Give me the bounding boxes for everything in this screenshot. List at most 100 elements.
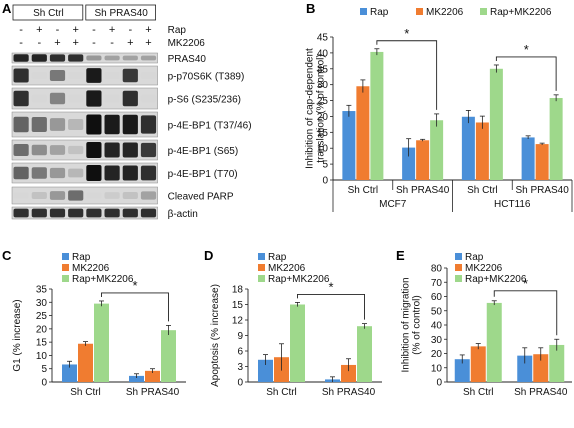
- x-category-label: Sh Ctrl: [266, 387, 297, 398]
- significance-bracket: [297, 293, 365, 320]
- blot-band: [140, 71, 157, 80]
- bar-rap-mk2206: [161, 330, 176, 382]
- y-axis-label-line: (% of control): [412, 295, 423, 354]
- treatment-sign: +: [127, 37, 133, 49]
- bar-rap: [402, 147, 416, 180]
- treatment-sign: -: [110, 37, 114, 49]
- blot-band: [49, 118, 66, 131]
- blot-band: [13, 116, 29, 133]
- y-tick-label: 0: [41, 378, 47, 389]
- blot-label: PRAS40: [168, 54, 207, 65]
- blot-label: p-4E-BP1 (S65): [168, 146, 239, 157]
- y-tick-label: 18: [232, 285, 244, 296]
- blot-strip-background: [11, 206, 158, 220]
- blot-band: [122, 191, 138, 200]
- y-tick-label: 0: [436, 378, 442, 389]
- x-category-label: Sh Ctrl: [70, 387, 101, 398]
- y-tick-label: 3: [237, 362, 243, 373]
- blot-band: [86, 90, 102, 107]
- x-category-label: Sh PRAS40: [126, 387, 180, 398]
- legend-swatch-rap: [62, 253, 69, 260]
- y-tick-label: 70: [431, 278, 443, 289]
- bar-rap-mk2206: [290, 304, 305, 382]
- blot-band: [13, 54, 29, 62]
- y-axis-label: Inhibition of cap-dependenttranslation (…: [305, 48, 327, 169]
- treatment-sign: +: [109, 24, 115, 36]
- bar-mk2206: [475, 122, 489, 180]
- x-category-label: Sh PRAS40: [514, 387, 568, 398]
- legend-label-rap-mk2206: Rap+MK2206: [268, 274, 330, 285]
- legend-swatch-mk2206: [455, 264, 462, 271]
- treatment-sign: -: [128, 24, 132, 36]
- blot-band: [49, 167, 66, 179]
- legend-swatch-rap-mk2206: [480, 8, 487, 15]
- bar-mk2206: [416, 140, 430, 180]
- blot-band: [86, 55, 102, 61]
- blot-band: [31, 208, 47, 218]
- bar-rap: [454, 359, 470, 382]
- x-category-label: Sh Ctrl: [348, 185, 379, 196]
- x-category-label: Sh PRAS40: [396, 185, 450, 196]
- y-tick-label: 30: [36, 298, 48, 309]
- significance-bracket: [101, 292, 169, 322]
- y-axis-label: Inhibition of migration(% of control): [401, 277, 423, 372]
- blot-band: [122, 68, 138, 83]
- group-header-label: Sh PRAS40: [95, 8, 149, 19]
- blot-band: [31, 167, 47, 179]
- panel-c-chart: C 0 5 10 15 20 25 30 35 G1 (% increase) Sh Ctrl Sh…: [2, 248, 186, 398]
- blot-band: [68, 119, 84, 130]
- x-category-label: Sh PRAS40: [322, 387, 376, 398]
- significance-star: *: [328, 279, 333, 294]
- y-tick-label: 15: [317, 128, 329, 139]
- blot-band: [140, 165, 157, 181]
- blot-band: [13, 192, 29, 199]
- y-tick-label: 10: [36, 351, 48, 362]
- legend-label-rap-mk2206: Rap+MK2206: [465, 274, 527, 285]
- y-axis-label-line: translation (% of control): [316, 54, 327, 162]
- blot-band: [140, 55, 157, 61]
- legend-swatch-rap: [455, 253, 462, 260]
- blot-band: [140, 94, 157, 103]
- blot-band: [31, 144, 47, 156]
- bar-rap-mk2206: [357, 326, 372, 382]
- significance-star: *: [404, 26, 409, 41]
- group-header-label: Sh Ctrl: [33, 8, 64, 19]
- blot-band: [31, 71, 47, 80]
- blot-band: [49, 191, 66, 200]
- y-tick-label: 40: [317, 48, 329, 59]
- bar-mk2206: [535, 144, 549, 180]
- bar-rap-mk2206: [94, 303, 109, 382]
- treatment-sign: -: [19, 24, 23, 36]
- panel-e-letter: E: [396, 248, 405, 263]
- treatment-sign: +: [145, 37, 151, 49]
- legend-label-rap: Rap: [72, 252, 91, 263]
- group-header-box: [12, 4, 84, 21]
- y-axis-label-line: Inhibition of cap-dependent: [305, 48, 316, 169]
- y-tick-label: 30: [317, 80, 329, 91]
- blot-label: p-S6 (S235/236): [168, 95, 241, 106]
- blot-band: [104, 165, 120, 181]
- blot-band: [140, 115, 157, 134]
- legend-swatch-rap-mk2206: [258, 275, 265, 282]
- panel-c-letter: C: [2, 248, 12, 263]
- y-tick-label: 25: [36, 311, 48, 322]
- blot-band: [122, 114, 138, 135]
- blot-label: p-p70S6K (T389): [168, 72, 245, 83]
- bar-rap: [258, 359, 273, 382]
- treatment-sign: -: [37, 37, 41, 49]
- blot-label: p-4E-BP1 (T37/46): [168, 121, 252, 132]
- blot-band: [13, 68, 29, 83]
- bar-rap: [62, 364, 77, 382]
- legend-label-mk2206: MK2206: [465, 263, 503, 274]
- legend-swatch-mk2206: [258, 264, 265, 271]
- y-tick-label: 9: [237, 331, 243, 342]
- treatment-sign: +: [54, 37, 60, 49]
- blot-strip-background: [11, 139, 158, 161]
- y-tick-label: 15: [232, 300, 244, 311]
- treatment-sign: -: [19, 37, 23, 49]
- panel-e-chart: E 0 10 20 30 40 50 60 70 80 Inhibition of migrati…: [396, 248, 572, 398]
- treatment-sign: +: [145, 24, 151, 36]
- bar-rap: [129, 375, 144, 382]
- bar-mk2206: [341, 364, 356, 382]
